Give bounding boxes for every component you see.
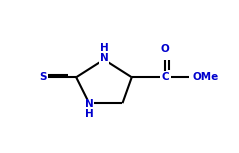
Text: O: O <box>161 44 169 54</box>
Text: N: N <box>100 53 108 63</box>
Text: OMe: OMe <box>193 72 219 82</box>
Text: H: H <box>100 43 108 53</box>
Text: N: N <box>85 99 93 109</box>
Text: C: C <box>161 72 169 82</box>
Text: S: S <box>39 72 47 82</box>
Text: H: H <box>85 109 93 119</box>
